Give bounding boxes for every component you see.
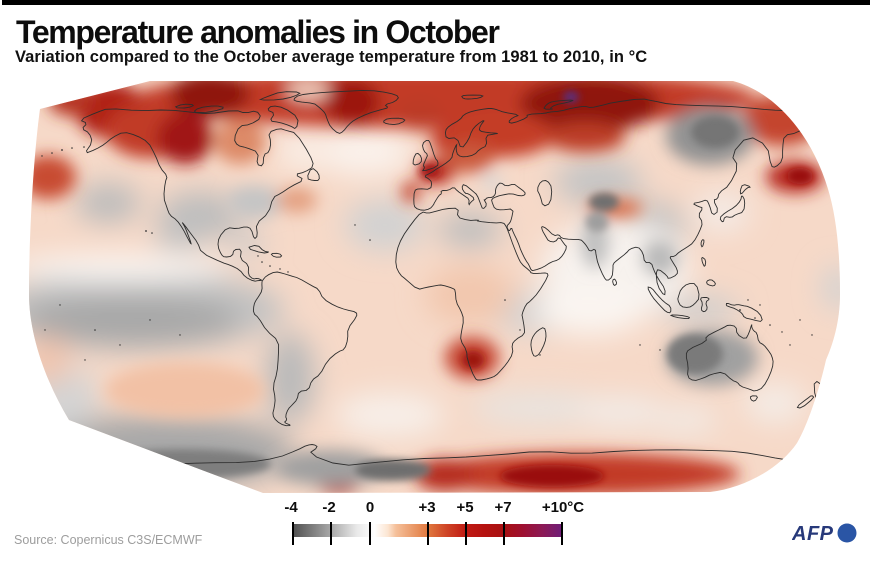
- svg-text:AFP: AFP: [792, 523, 834, 545]
